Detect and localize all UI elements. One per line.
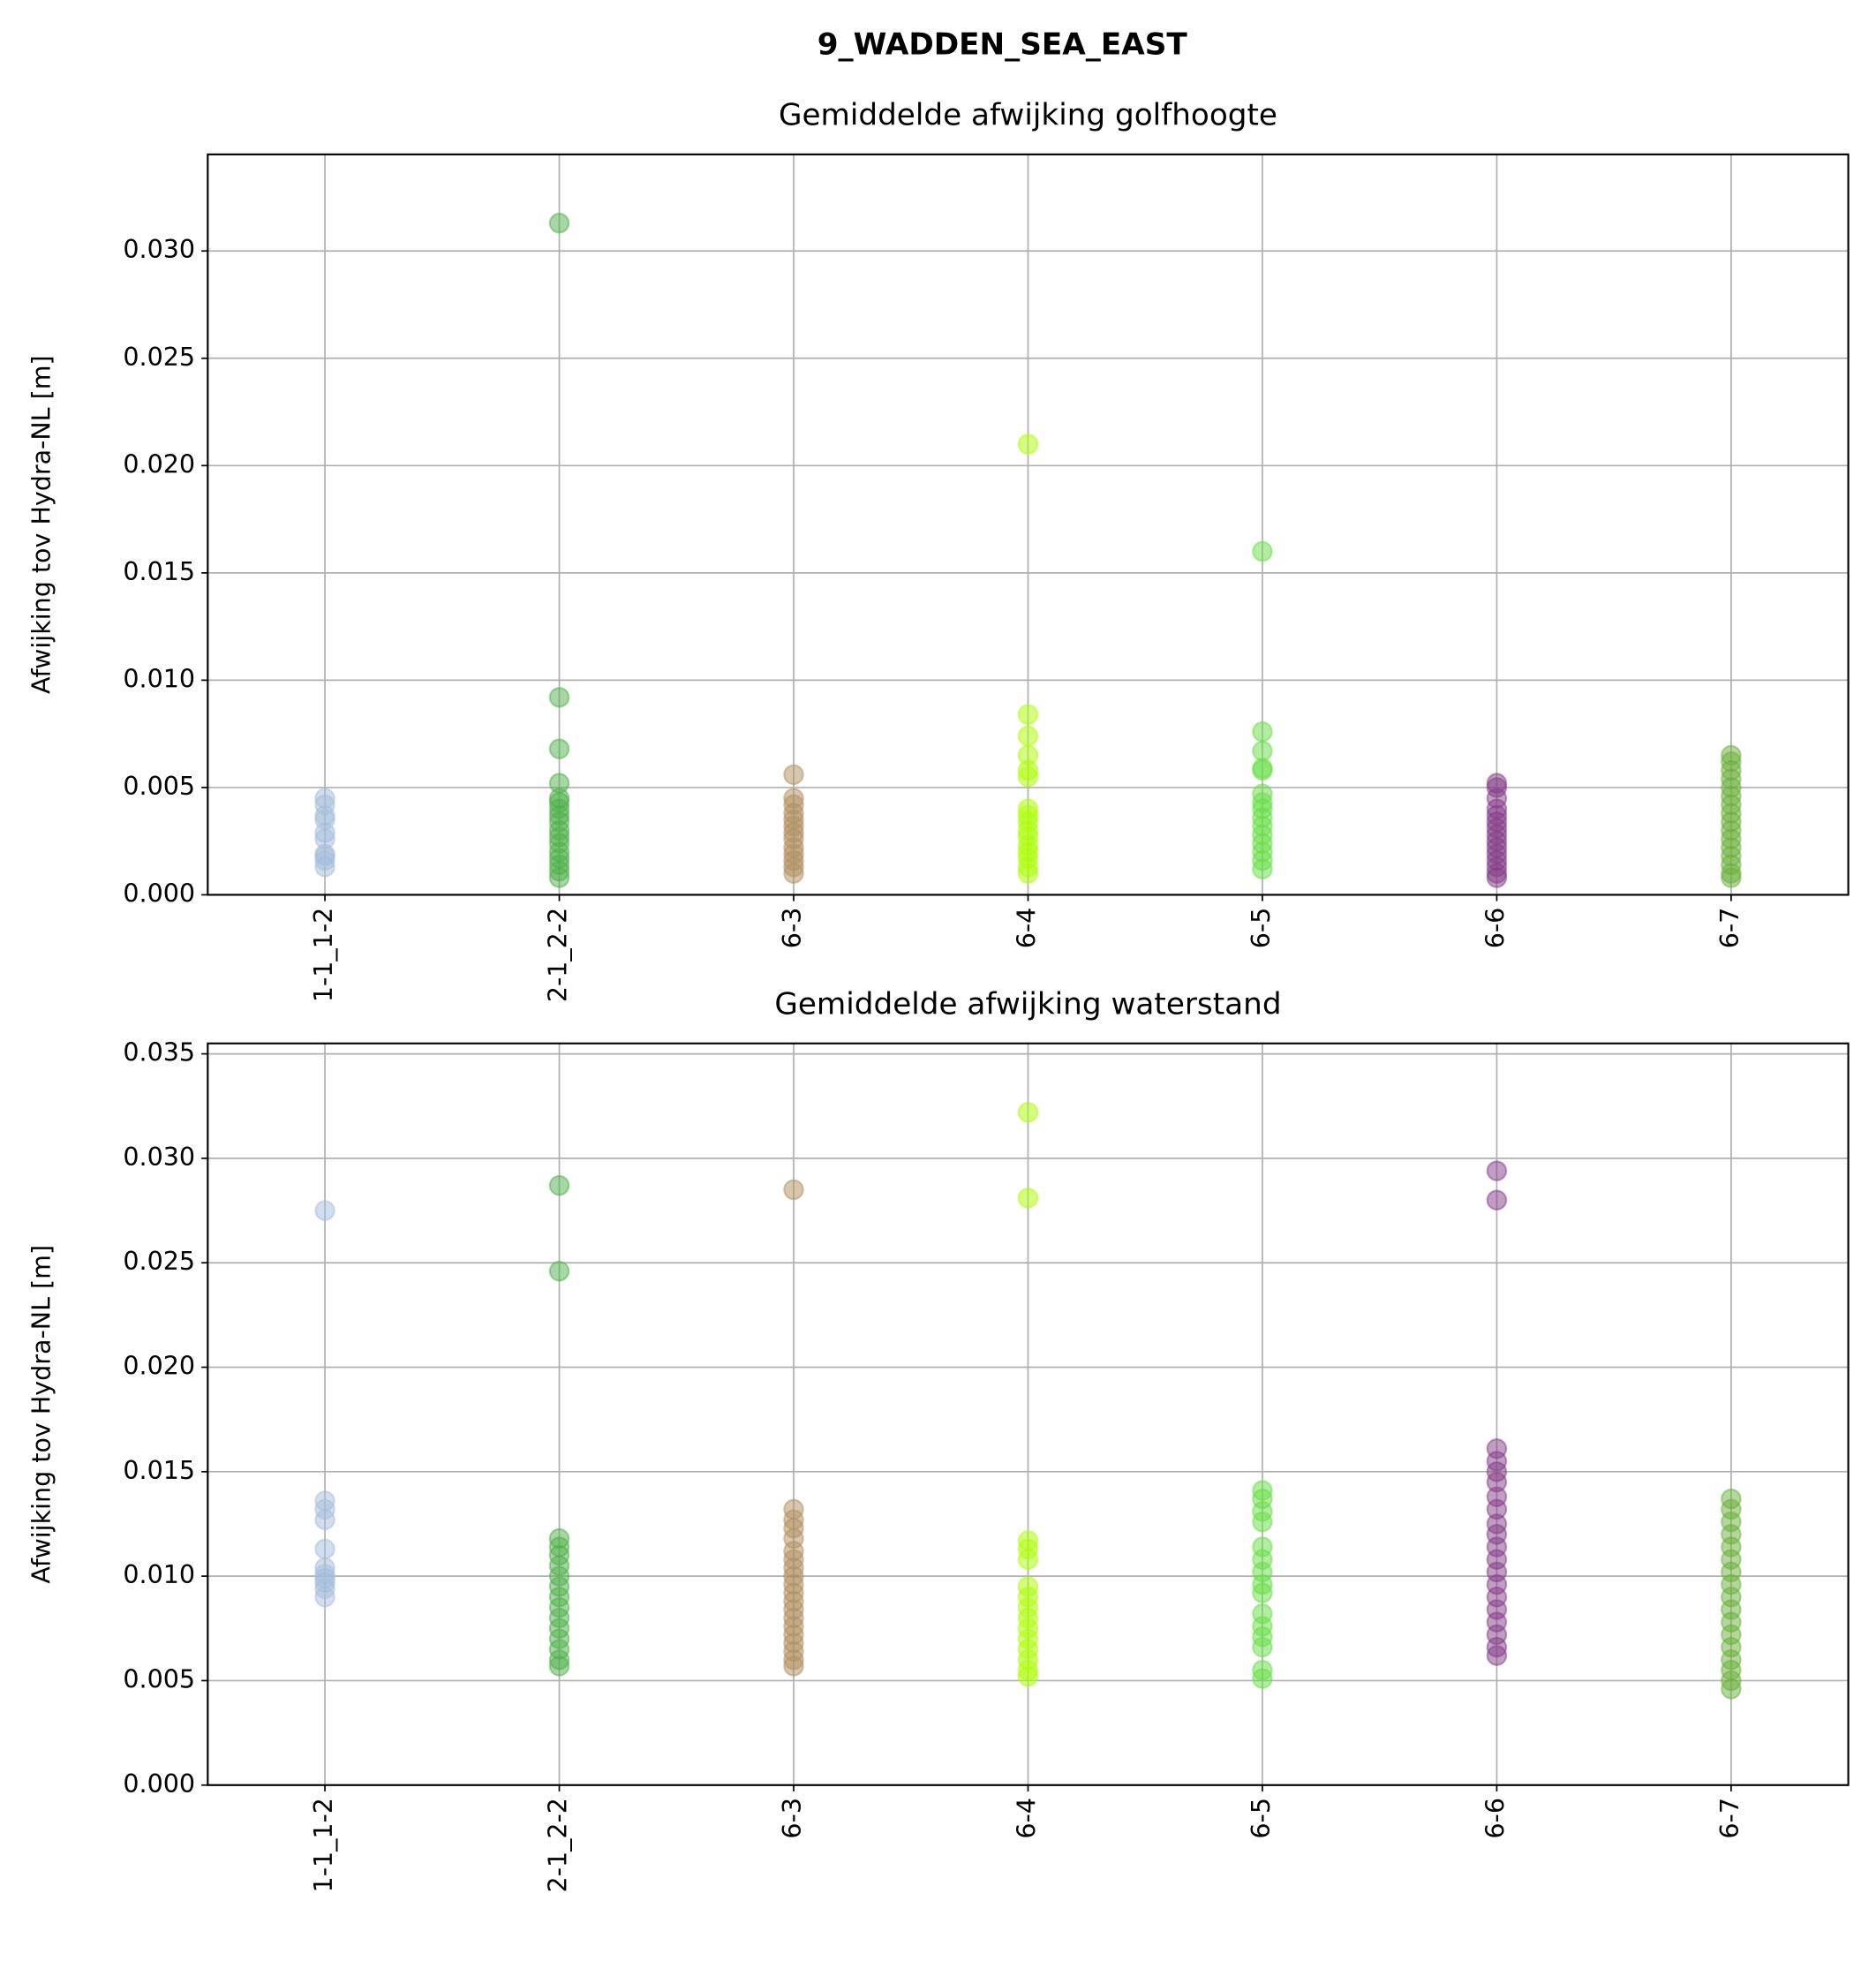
point xyxy=(548,738,570,759)
point xyxy=(314,788,335,809)
point xyxy=(1252,740,1273,762)
x-tick-label: 6-5 xyxy=(1247,1798,1276,1839)
point xyxy=(548,1655,570,1677)
y-tick-label: 0.005 xyxy=(123,1664,195,1693)
y-axis-label: Afwijking tov Hydra-NL [m] xyxy=(26,355,56,694)
y-tick-label: 0.020 xyxy=(123,449,195,479)
y-tick-label: 0.030 xyxy=(123,235,195,264)
point xyxy=(548,1174,570,1196)
point xyxy=(314,1538,335,1560)
figure-title: 9_WADDEN_SEA_EAST xyxy=(817,27,1188,63)
chart-title: Gemiddelde afwijking waterstand xyxy=(774,986,1281,1022)
point xyxy=(314,1587,335,1608)
point xyxy=(1486,1160,1508,1181)
y-tick-label: 0.000 xyxy=(123,879,195,908)
y-tick-label: 0.010 xyxy=(123,664,195,693)
x-tick-label: 6-4 xyxy=(1012,908,1041,949)
x-tick-label: 2-1_2-2 xyxy=(544,908,573,1002)
point xyxy=(548,867,570,888)
point xyxy=(1252,540,1273,562)
x-tick-label: 6-5 xyxy=(1247,908,1276,949)
point xyxy=(1252,858,1273,880)
point xyxy=(1017,434,1039,455)
y-tick-label: 0.020 xyxy=(123,1352,195,1381)
y-tick-label: 0.030 xyxy=(123,1143,195,1172)
point xyxy=(1486,1189,1508,1210)
x-tick-label: 6-3 xyxy=(778,908,807,949)
point xyxy=(783,1179,804,1201)
point xyxy=(1721,1678,1742,1700)
point xyxy=(1017,1188,1039,1209)
point xyxy=(1252,720,1273,743)
y-axis-label: Afwijking tov Hydra-NL [m] xyxy=(26,1245,56,1584)
point xyxy=(783,764,804,786)
point xyxy=(1252,759,1273,781)
point xyxy=(1252,1511,1273,1533)
y-tick-label: 0.025 xyxy=(123,343,195,372)
x-tick-label: 2-1_2-2 xyxy=(544,1798,573,1892)
point xyxy=(1252,1582,1273,1603)
point xyxy=(1721,867,1742,888)
y-tick-label: 0.015 xyxy=(123,1456,195,1485)
point xyxy=(1017,1549,1039,1570)
y-tick-label: 0.010 xyxy=(123,1560,195,1589)
y-tick-label: 0.035 xyxy=(123,1038,195,1067)
point xyxy=(548,212,570,234)
point xyxy=(548,687,570,708)
point xyxy=(1252,1668,1273,1689)
y-tick-label: 0.025 xyxy=(123,1247,195,1276)
axes-frame xyxy=(207,153,1850,896)
point xyxy=(1017,725,1039,747)
y-tick-label: 0.005 xyxy=(123,772,195,801)
point xyxy=(1486,867,1508,888)
x-tick-label: 6-3 xyxy=(778,1798,807,1839)
x-tick-label: 1-1_1-2 xyxy=(309,908,338,1002)
x-tick-label: 6-4 xyxy=(1012,1798,1041,1839)
axes-frame xyxy=(207,1042,1850,1786)
x-tick-label: 6-7 xyxy=(1715,908,1744,949)
y-tick-label: 0.015 xyxy=(123,557,195,586)
x-tick-label: 6-6 xyxy=(1480,1798,1510,1839)
point xyxy=(548,1260,570,1282)
point xyxy=(314,1200,335,1221)
point xyxy=(314,1509,335,1531)
point xyxy=(783,1655,804,1677)
point xyxy=(1252,1636,1273,1658)
point xyxy=(1017,863,1039,884)
x-tick-label: 6-6 xyxy=(1480,908,1510,949)
chart-title: Gemiddelde afwijking golfhoogte xyxy=(779,98,1277,133)
point xyxy=(1017,704,1039,726)
point xyxy=(1486,1645,1508,1666)
point xyxy=(1017,1665,1039,1687)
point xyxy=(1017,766,1039,788)
x-tick-label: 1-1_1-2 xyxy=(309,1798,338,1892)
point xyxy=(1017,1102,1039,1123)
x-tick-label: 6-7 xyxy=(1715,1798,1744,1839)
y-tick-label: 0.000 xyxy=(123,1769,195,1799)
point xyxy=(783,863,804,884)
